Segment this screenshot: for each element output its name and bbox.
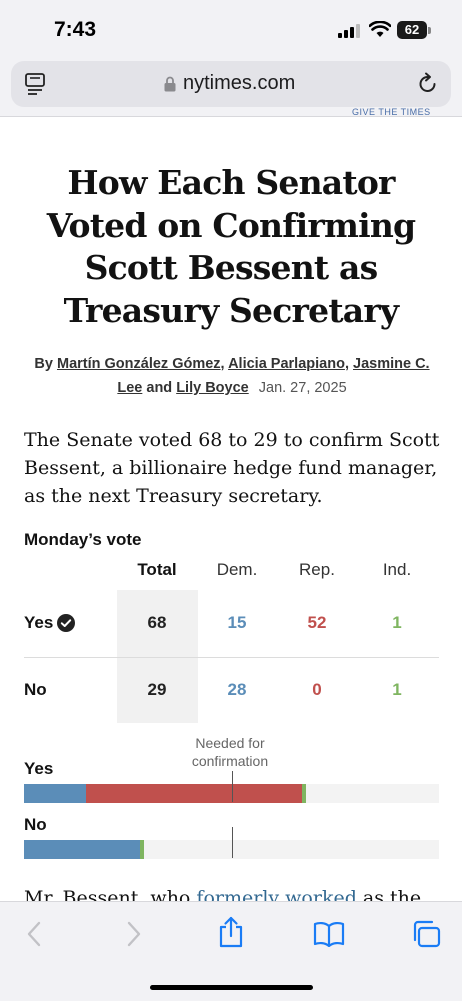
article-lede: The Senate voted 68 to 29 to confirm Sco… <box>24 429 440 507</box>
byline-and: and <box>146 380 173 396</box>
lock-icon <box>164 76 176 92</box>
yes-ind: 1 <box>392 613 402 632</box>
home-indicator[interactable] <box>150 985 313 990</box>
browser-toolbar <box>0 901 462 1001</box>
author-link[interactable]: Jasmine C. Lee <box>117 356 430 396</box>
battery-icon: 62 <box>397 21 427 39</box>
author-link[interactable]: Alicia Parlapiano <box>228 356 345 372</box>
status-time: 7:43 <box>54 18 97 41</box>
bookmarks-icon[interactable] <box>313 921 345 947</box>
row-label-yes: Yes <box>24 613 54 632</box>
back-icon[interactable] <box>26 920 44 948</box>
body-link[interactable]: formerly worked <box>196 887 357 902</box>
wifi-icon <box>369 21 391 37</box>
bar-label-yes: Yes <box>24 759 54 778</box>
total-column-shade <box>117 590 198 723</box>
bar-segment-dem <box>24 840 141 859</box>
byline: By Martín González Gómez, Alicia Parlapi… <box>24 352 440 400</box>
article-headline: How Each Senator Voted on Confirming Sco… <box>20 162 442 332</box>
no-dem: 28 <box>227 680 247 699</box>
share-icon[interactable] <box>218 916 244 948</box>
vote-table-title: Monday’s vote <box>24 530 142 549</box>
bar-segment-ind <box>302 784 307 803</box>
headline-line: How Each Senator <box>67 163 395 202</box>
byline-sep: , <box>220 356 225 372</box>
signal-icon <box>338 24 360 38</box>
check-circle-icon <box>57 614 75 632</box>
threshold-line <box>231 771 233 802</box>
table-row-divider <box>24 657 439 658</box>
article-body-cut: Mr. Bessent, who formerly worked as the <box>24 884 444 902</box>
author-link[interactable]: Martín González Gómez <box>56 356 221 372</box>
body-text: as the <box>356 887 422 902</box>
tabs-icon[interactable] <box>411 920 441 948</box>
col-header-dem: Dem. <box>216 560 258 579</box>
forward-icon[interactable] <box>124 920 142 948</box>
address-bar[interactable]: nytimes.com <box>11 61 451 107</box>
url-text[interactable]: nytimes.com <box>183 72 296 94</box>
author-link[interactable]: Lily Boyce <box>176 380 249 396</box>
browser-chrome: nytimes.com <box>0 58 462 117</box>
headline-line: Voted on Confirming <box>46 205 416 245</box>
row-label-no: No <box>24 680 47 699</box>
headline-line: Treasury Secretary <box>63 290 399 330</box>
bar-label-no: No <box>24 815 47 834</box>
header-cut-text[interactable]: GIVE THE TIMES <box>352 107 431 117</box>
byline-by: By <box>34 356 53 372</box>
bar-segment-rep <box>86 784 303 803</box>
body-text: Mr. Bessent, who <box>24 887 197 902</box>
headline-line: Scott Bessent as <box>84 248 379 287</box>
battery-tip <box>428 27 431 34</box>
threshold-label: Needed for confirmation <box>191 735 269 769</box>
no-total: 29 <box>147 680 167 699</box>
yes-rep: 52 <box>307 613 327 632</box>
yes-total: 68 <box>147 613 167 632</box>
reader-mode-icon[interactable] <box>25 73 45 95</box>
publish-date: Jan. 27, 2025 <box>258 380 347 396</box>
col-header-total: Total <box>137 560 177 579</box>
no-ind: 1 <box>392 680 402 699</box>
col-header-ind: Ind. <box>382 560 412 579</box>
byline-sep: , <box>344 356 349 372</box>
status-bar: 7:43 62 <box>0 0 462 58</box>
bar-segment-dem <box>24 784 87 803</box>
threshold-line <box>231 827 233 858</box>
col-header-rep: Rep. <box>299 560 335 579</box>
reload-icon[interactable] <box>417 72 439 96</box>
bar-segment-ind <box>140 840 145 859</box>
no-rep: 0 <box>312 680 322 699</box>
yes-dem: 15 <box>227 613 247 632</box>
